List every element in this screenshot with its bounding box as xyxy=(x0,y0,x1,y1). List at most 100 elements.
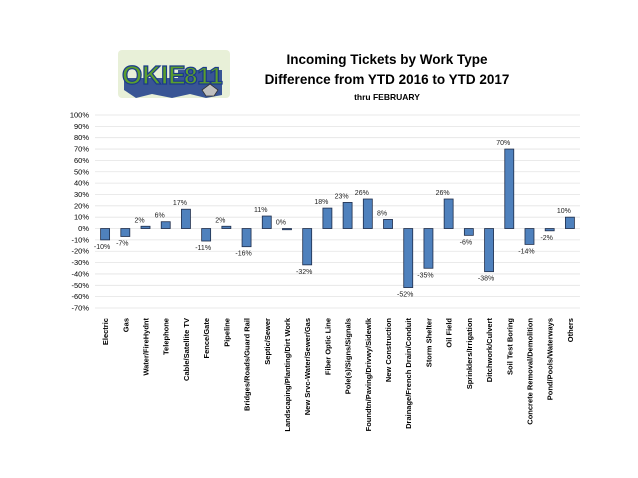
x-category-label: New Construction xyxy=(384,318,393,383)
y-tick-label: -30% xyxy=(71,258,89,267)
bar xyxy=(362,198,373,229)
data-label: 18% xyxy=(314,199,328,206)
bar xyxy=(564,216,575,229)
y-tick-label: 30% xyxy=(74,190,89,199)
x-category-label: Foundtn/Paving/Drivwy/Sidewlk xyxy=(364,317,373,431)
y-tick-label: 10% xyxy=(74,213,89,222)
data-label: -52% xyxy=(397,292,413,299)
okie811-logo: OKIE 811 xyxy=(118,50,230,98)
y-tick-label: -40% xyxy=(71,269,89,278)
bar xyxy=(383,219,393,229)
bar xyxy=(140,225,151,229)
bar xyxy=(160,221,171,229)
x-category-label: Oil Field xyxy=(445,318,454,348)
bar xyxy=(322,207,333,229)
logo-word-811: 811 xyxy=(184,63,223,90)
chart-title: Incoming Tickets by Work Type xyxy=(286,52,488,67)
bar xyxy=(282,228,292,231)
shovel-icon xyxy=(201,83,219,97)
data-label: 26% xyxy=(355,190,369,197)
y-tick-label: -60% xyxy=(71,292,89,301)
data-label: 11% xyxy=(254,207,268,214)
y-tick-label: -10% xyxy=(71,235,89,244)
bar xyxy=(544,228,555,232)
data-label: -2% xyxy=(540,235,552,242)
data-label: -35% xyxy=(417,272,433,279)
x-category-label: Telephone xyxy=(162,318,171,355)
x-category-label: Storm Shelter xyxy=(424,318,433,367)
bar xyxy=(261,215,272,229)
data-label: 2% xyxy=(215,217,225,224)
bar xyxy=(201,228,212,242)
bar xyxy=(342,202,353,229)
x-category-label: Soil Test Boring xyxy=(505,318,514,375)
x-category-label: New Srvc-Water/Sewer/Gas xyxy=(303,318,312,415)
x-category-label: Drainage/French Drain/Conduit xyxy=(404,318,413,429)
x-category-label: Sprinklers/Irrigation xyxy=(465,318,474,390)
data-label: -7% xyxy=(116,240,128,247)
x-category-label: Others xyxy=(566,318,575,342)
y-tick-label: -70% xyxy=(71,304,89,313)
x-category-label: Ditchwork/Culvert xyxy=(485,318,494,383)
bar xyxy=(120,228,131,237)
x-category-label: Pond/Pools/Waterways xyxy=(546,318,555,400)
data-label: -38% xyxy=(478,276,494,283)
bar xyxy=(463,228,474,236)
data-label: -11% xyxy=(195,245,211,252)
bar xyxy=(403,228,414,288)
data-label: 17% xyxy=(173,200,187,207)
bar xyxy=(504,148,515,229)
y-tick-label: 50% xyxy=(74,167,89,176)
y-tick-label: 0% xyxy=(78,224,89,233)
x-category-label: Water/FireHydnt xyxy=(142,318,151,376)
bar xyxy=(241,228,252,248)
y-tick-label: 80% xyxy=(74,133,89,142)
oklahoma-shape-icon xyxy=(124,70,222,98)
x-category-label: Cable/Satellite TV xyxy=(182,318,191,381)
y-tick-label: 90% xyxy=(74,122,89,131)
logo-word-okie: OKIE xyxy=(122,60,186,90)
data-label: 8% xyxy=(377,210,387,217)
chart-period: thru FEBRUARY xyxy=(354,92,420,102)
data-label: 70% xyxy=(496,140,510,147)
x-category-label: Fence/Gate xyxy=(202,318,211,358)
bars xyxy=(100,148,575,288)
x-category-label: Bridges/Roads/Guard Rail xyxy=(243,318,252,411)
y-tick-label: 20% xyxy=(74,201,89,210)
data-label: -6% xyxy=(460,239,472,246)
bar xyxy=(181,208,191,229)
y-tick-label: 60% xyxy=(74,156,89,165)
y-tick-label: -20% xyxy=(71,247,89,256)
data-label: -32% xyxy=(296,269,312,276)
data-label: -14% xyxy=(518,248,534,255)
bar xyxy=(100,228,111,241)
y-tick-label: 70% xyxy=(74,145,89,154)
y-tick-label: -50% xyxy=(71,281,89,290)
x-category-label: Gas xyxy=(121,318,130,332)
x-category-label: Concrete Removal/Demolition xyxy=(525,318,534,425)
data-label: 2% xyxy=(134,217,144,224)
data-label: 26% xyxy=(436,190,450,197)
x-category-label: Septic/Sewer xyxy=(263,318,272,365)
x-category-label: Electric xyxy=(101,318,110,345)
data-label: 10% xyxy=(557,208,571,215)
bar xyxy=(443,198,454,229)
bar xyxy=(524,228,535,245)
x-category-label: Fiber Optic Line xyxy=(323,318,332,375)
data-label: -10% xyxy=(94,244,110,251)
grid-layer xyxy=(95,114,580,309)
x-category-label: Pole(s)/Signs/Signals xyxy=(344,318,353,394)
bar xyxy=(221,225,232,229)
data-label: 0% xyxy=(276,220,286,227)
y-tick-label: 100% xyxy=(70,111,90,120)
bar xyxy=(302,228,313,266)
x-category-label: Pipeline xyxy=(222,318,231,347)
data-label: 23% xyxy=(335,193,349,200)
data-label: -16% xyxy=(235,251,251,258)
x-category-label: Landscaping/Planting/Dirt Work xyxy=(283,317,292,431)
chart-subtitle: Difference from YTD 2016 to YTD 2017 xyxy=(265,72,510,87)
y-tick-label: 40% xyxy=(74,179,89,188)
y-axis: 100% 90% 80% 70% 60% 50% 40% 30% 20% 10% 0% -10% -20… xyxy=(70,111,90,313)
x-axis-categories: Electric Gas Water/FireHydnt Telephone Cable… xyxy=(101,317,575,431)
